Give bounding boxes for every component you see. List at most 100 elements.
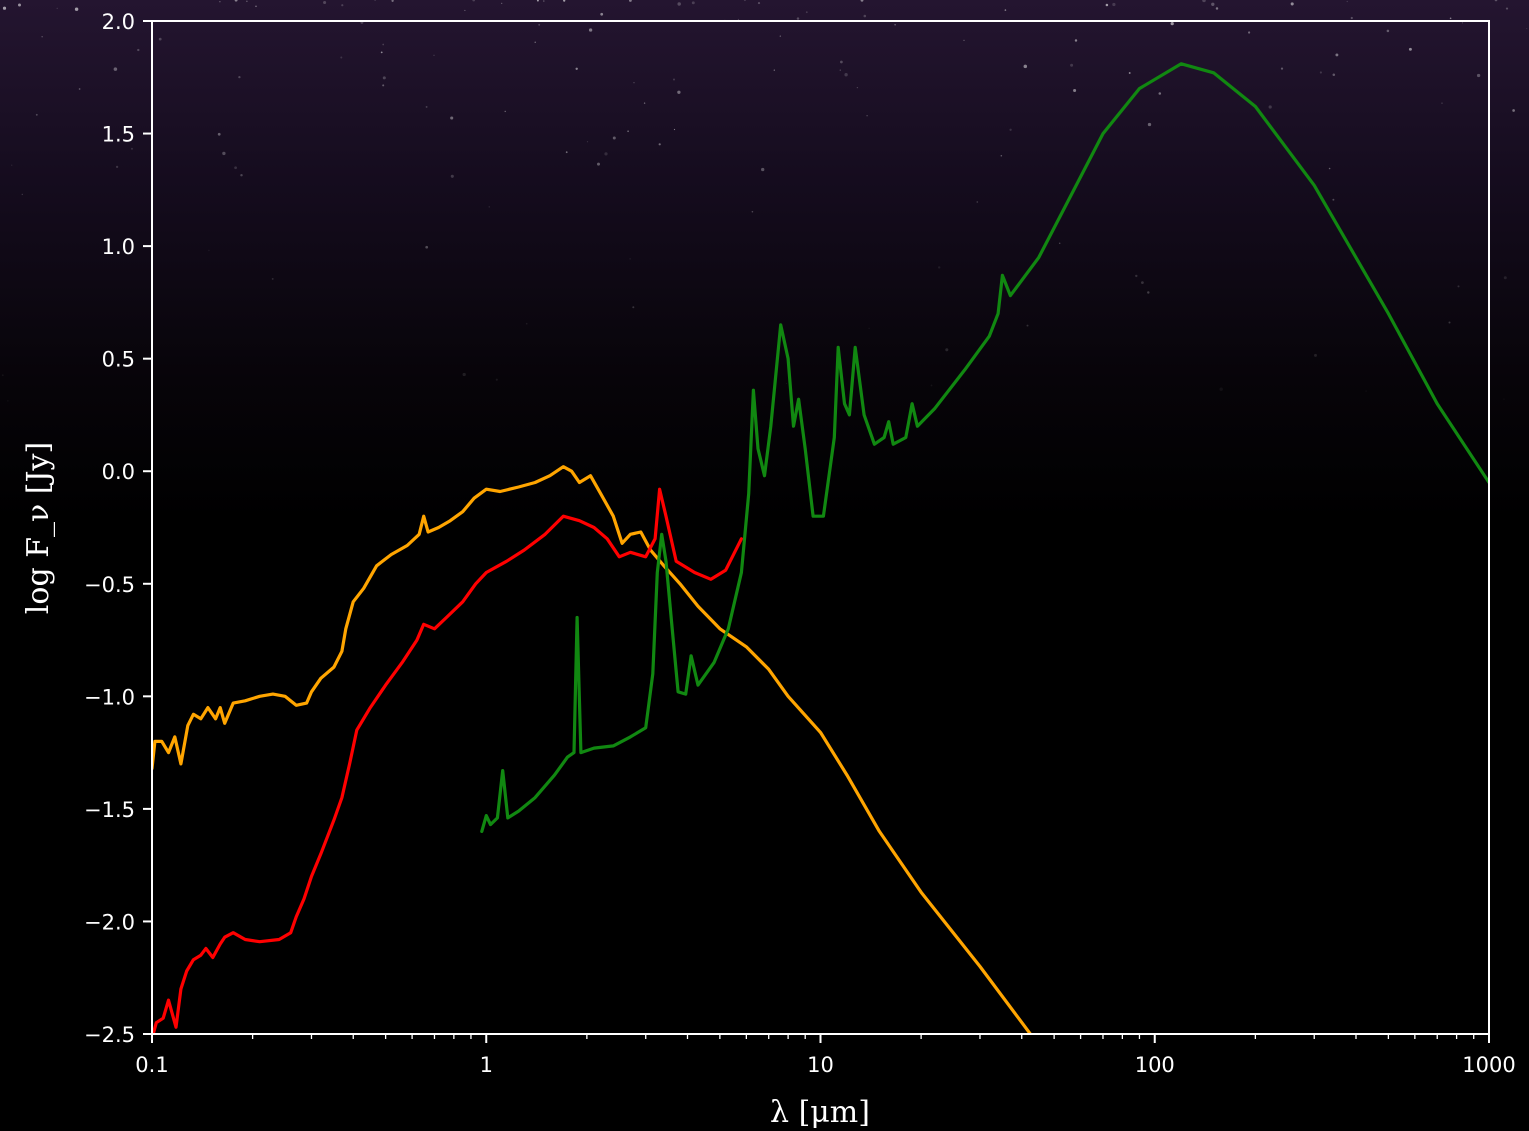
star [658, 143, 661, 146]
star [677, 2, 681, 6]
star [976, 201, 979, 203]
star [1512, 109, 1515, 112]
star [600, 12, 604, 16]
star [1319, 71, 1322, 74]
star [219, 1, 221, 3]
star [868, 327, 870, 329]
y-tick-label: −1.5 [84, 798, 135, 822]
star [21, 193, 23, 196]
star [629, 258, 631, 260]
y-tick-label: 0.0 [102, 460, 135, 484]
star [1219, 387, 1223, 391]
star [2, 6, 7, 10]
star [391, 0, 394, 2]
star [536, 0, 539, 2]
star [525, 322, 528, 325]
star [450, 174, 454, 178]
star [380, 51, 383, 54]
star [130, 147, 134, 150]
star [425, 245, 429, 249]
star [1, 374, 4, 377]
star [633, 82, 635, 84]
star [1112, 2, 1116, 7]
star [1457, 285, 1460, 288]
star [840, 60, 843, 64]
y-axis-label: log F_ν [Jy] [21, 442, 56, 614]
y-tick-label: 0.5 [102, 348, 135, 372]
x-axis-ticks: 0.1 1 10 100 1000 [135, 1034, 1516, 1077]
star [938, 266, 941, 269]
star [246, 0, 248, 2]
series-line-2 [152, 487, 743, 1034]
star [341, 4, 344, 7]
star [963, 39, 965, 42]
star [1074, 39, 1078, 42]
series-layer [152, 62, 1489, 1034]
star [1026, 324, 1029, 327]
star [1408, 47, 1412, 51]
x-tick-label: 1000 [1462, 1053, 1515, 1077]
star [643, 102, 646, 104]
star [217, 132, 221, 136]
star [1147, 122, 1152, 127]
star [238, 75, 241, 79]
star [632, 306, 635, 309]
star [1335, 53, 1339, 57]
star [113, 67, 118, 71]
star [382, 76, 386, 80]
star [1448, 321, 1451, 324]
star [1141, 281, 1144, 284]
star [1476, 73, 1481, 78]
star [1441, 102, 1443, 104]
star [1023, 64, 1028, 69]
star [1105, 3, 1109, 7]
star [271, 277, 274, 280]
star [462, 372, 466, 377]
star [863, 14, 867, 18]
star [1350, 16, 1353, 20]
y-tick-label: 2.0 [102, 10, 135, 34]
star [629, 0, 632, 2]
star [1386, 29, 1390, 33]
star [1009, 128, 1012, 131]
star [78, 88, 81, 90]
star [1073, 88, 1077, 93]
star [137, 48, 140, 52]
star [1314, 353, 1317, 357]
star [894, 24, 896, 26]
star [1004, 9, 1007, 11]
star [677, 90, 681, 94]
star [1365, 390, 1367, 392]
star [1494, 0, 1498, 2]
star [860, 0, 864, 2]
x-tick-label: 100 [1135, 1053, 1175, 1077]
star [472, 0, 475, 2]
star [7, 400, 9, 402]
star [844, 73, 848, 77]
star [1147, 291, 1150, 294]
star [751, 210, 754, 213]
star [1248, 31, 1251, 34]
star [761, 167, 765, 172]
star [1461, 22, 1463, 24]
star [1211, 2, 1215, 6]
star [538, 23, 541, 26]
star [240, 173, 243, 177]
star [1332, 198, 1335, 201]
star [597, 162, 600, 166]
star [1128, 72, 1131, 74]
star [737, 18, 739, 21]
star [627, 130, 629, 133]
star [1202, 0, 1206, 3]
star [945, 348, 949, 352]
y-tick-label: −0.5 [84, 573, 135, 597]
star [1170, 21, 1174, 26]
star [1328, 167, 1331, 170]
star [234, 0, 238, 2]
star [1290, 2, 1294, 6]
star [488, 206, 490, 208]
star [382, 43, 385, 46]
star [1526, 27, 1528, 30]
